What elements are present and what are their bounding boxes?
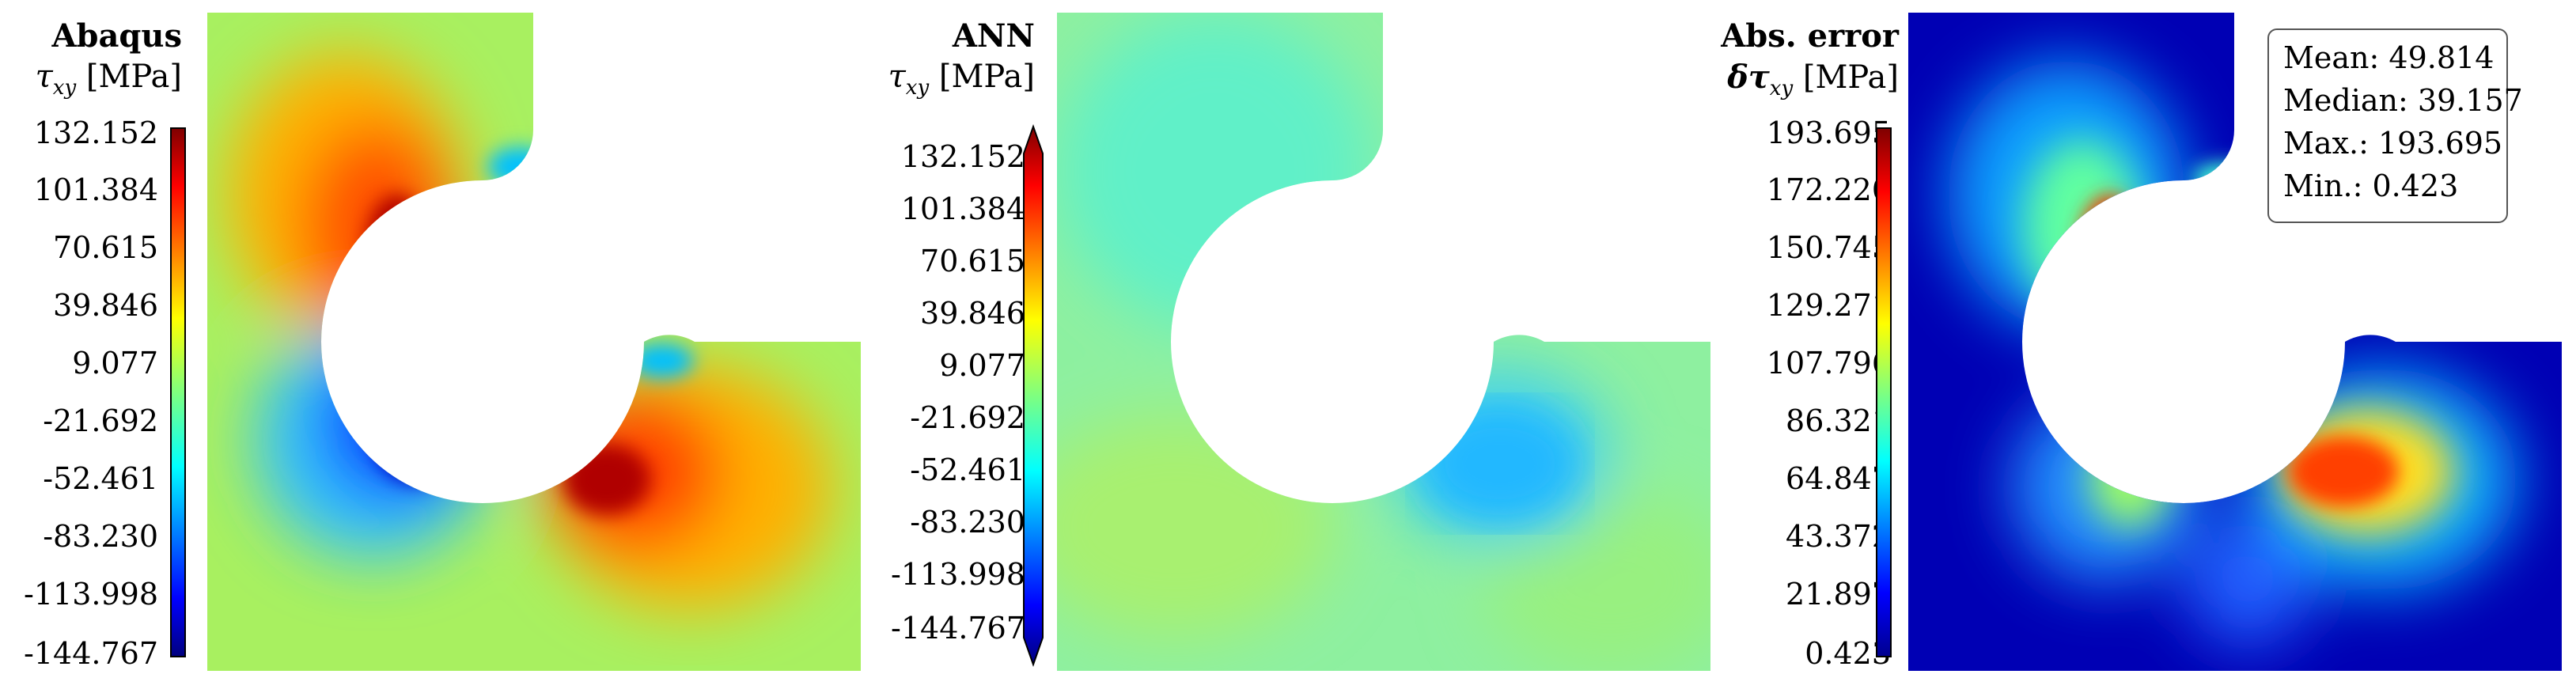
colorbar-tick: 132.152: [900, 139, 1025, 174]
panel-abs-error: Abs. error δτxy [MPa] 193.695 172.220 15…: [1709, 0, 2576, 693]
colorbar-tick: 129.271: [1766, 288, 1891, 323]
quantity-unit: [MPa]: [938, 59, 1035, 95]
quantity-label: τxy [MPa]: [36, 59, 182, 100]
quantity-unit: [MPa]: [85, 59, 182, 95]
colorbar-tick: 21.897: [1786, 577, 1891, 612]
colorbar-tick: 107.796: [1766, 346, 1891, 381]
quantity-symbol: τ: [35, 59, 53, 95]
contour-plot-abaqus: [207, 13, 861, 671]
statistics-box: Mean: 49.814 Median: 39.157 Max.: 193.69…: [2267, 28, 2523, 223]
quantity-label: δτxy [MPa]: [1727, 59, 1899, 100]
colorbar-tick-labels: 132.152 101.384 70.615 39.846 9.077 -21.…: [0, 0, 158, 693]
colorbar-tick: 132.152: [33, 116, 158, 150]
colorbar-tick: 43.372: [1786, 519, 1891, 554]
colorbar-tick-labels: 132.152 101.384 70.615 39.846 9.077 -21.…: [854, 0, 1025, 693]
colorbar: [1876, 127, 1892, 657]
quantity-subscript: xy: [52, 76, 77, 100]
colorbar-tick: 101.384: [33, 172, 158, 207]
colorbar-tick: 193.695: [1766, 116, 1891, 150]
colorbar-tick: 70.615: [920, 244, 1025, 278]
quantity-symbol: δτ: [1727, 59, 1770, 96]
colorbar-tick: -83.230: [910, 505, 1025, 540]
colorbar-tick: 172.220: [1766, 172, 1891, 207]
panel-title: Abs. error: [1721, 17, 1899, 55]
quantity-subscript: xy: [905, 76, 930, 100]
colorbar: [170, 127, 186, 657]
colorbar-tick: 101.384: [900, 191, 1025, 226]
colorbar-extended: [1023, 123, 1044, 668]
colorbar-tick: 86.321: [1786, 403, 1891, 438]
colorbar-tick: -113.998: [24, 577, 158, 612]
contour-plot-abs-error: [1908, 13, 2562, 671]
colorbar-tick: 9.077: [939, 348, 1025, 383]
colorbar-tick: -144.767: [24, 636, 158, 671]
colorbar-tick: -83.230: [43, 519, 158, 554]
stat-median: Median: 39.157: [2283, 83, 2523, 118]
panel-title: Abaqus: [51, 17, 183, 55]
stat-max: Max.: 193.695: [2283, 126, 2503, 161]
colorbar-tick: 39.846: [53, 288, 158, 323]
stat-min: Min.: 0.423: [2283, 169, 2459, 203]
colorbar-tick: -21.692: [910, 400, 1025, 435]
stat-mean: Mean: 49.814: [2283, 40, 2495, 75]
quantity-subscript: xy: [1769, 77, 1794, 100]
colorbar-tick: 64.847: [1786, 461, 1891, 496]
colorbar-tick: -21.692: [43, 403, 158, 438]
quantity-symbol: τ: [888, 59, 906, 95]
colorbar-tick: -113.998: [891, 557, 1025, 592]
colorbar-tick: 70.615: [53, 230, 158, 265]
quantity-label: τxy [MPa]: [888, 59, 1035, 100]
colorbar-tick: -52.461: [910, 453, 1025, 487]
contour-plot-ann: [1057, 13, 1710, 671]
colorbar-tick: -144.767: [891, 611, 1025, 646]
quantity-unit: [MPa]: [1802, 59, 1899, 96]
panel-abaqus: Abaqus τxy [MPa] 132.152 101.384 70.615 …: [0, 0, 870, 693]
colorbar-tick-labels: 193.695 172.220 150.745 129.271 107.796 …: [1709, 0, 1891, 693]
colorbar-tick: -52.461: [43, 461, 158, 496]
colorbar-tick: 39.846: [920, 296, 1025, 331]
panel-title: ANN: [952, 17, 1035, 55]
colorbar-tick: 150.745: [1766, 230, 1891, 265]
panel-ann: ANN τxy [MPa] 132.152 101.384 70.615 39.…: [854, 0, 1725, 693]
colorbar-tick: 9.077: [72, 346, 158, 381]
